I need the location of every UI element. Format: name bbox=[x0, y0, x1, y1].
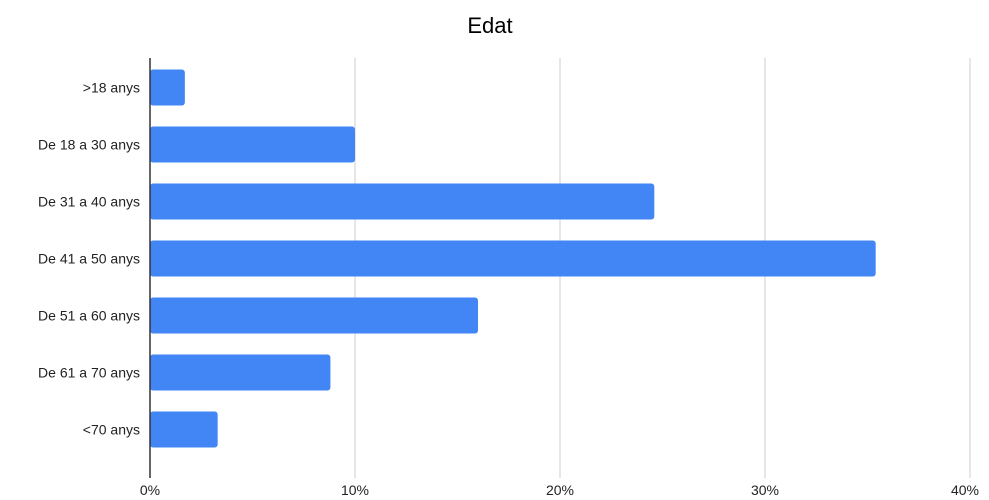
category-labels: >18 anys De 18 a 30 anys De 31 a 40 anys De… bbox=[38, 80, 140, 438]
x-tick-label: 20% bbox=[546, 482, 574, 498]
category-label: De 41 a 50 anys bbox=[38, 251, 140, 267]
bar bbox=[150, 69, 185, 106]
category-label: De 61 a 70 anys bbox=[38, 365, 140, 381]
x-tick-label: 40% bbox=[951, 482, 979, 498]
x-tick-label: 30% bbox=[751, 482, 779, 498]
category-label: De 31 a 40 anys bbox=[38, 194, 140, 210]
bar bbox=[150, 411, 218, 448]
bar bbox=[150, 240, 876, 277]
category-label: <70 anys bbox=[83, 422, 140, 438]
bar bbox=[150, 297, 478, 334]
bars bbox=[150, 69, 876, 448]
chart-title: Edat bbox=[467, 13, 512, 38]
x-tick-labels: 0% 10% 20% 30% 40% bbox=[140, 482, 979, 498]
x-tick-label: 0% bbox=[140, 482, 160, 498]
bar bbox=[150, 354, 331, 391]
bar bbox=[150, 126, 355, 163]
x-tick-label: 10% bbox=[341, 482, 369, 498]
category-label: >18 anys bbox=[83, 80, 140, 96]
category-label: De 18 a 30 anys bbox=[38, 137, 140, 153]
category-label: De 51 a 60 anys bbox=[38, 308, 140, 324]
bar bbox=[150, 183, 655, 220]
